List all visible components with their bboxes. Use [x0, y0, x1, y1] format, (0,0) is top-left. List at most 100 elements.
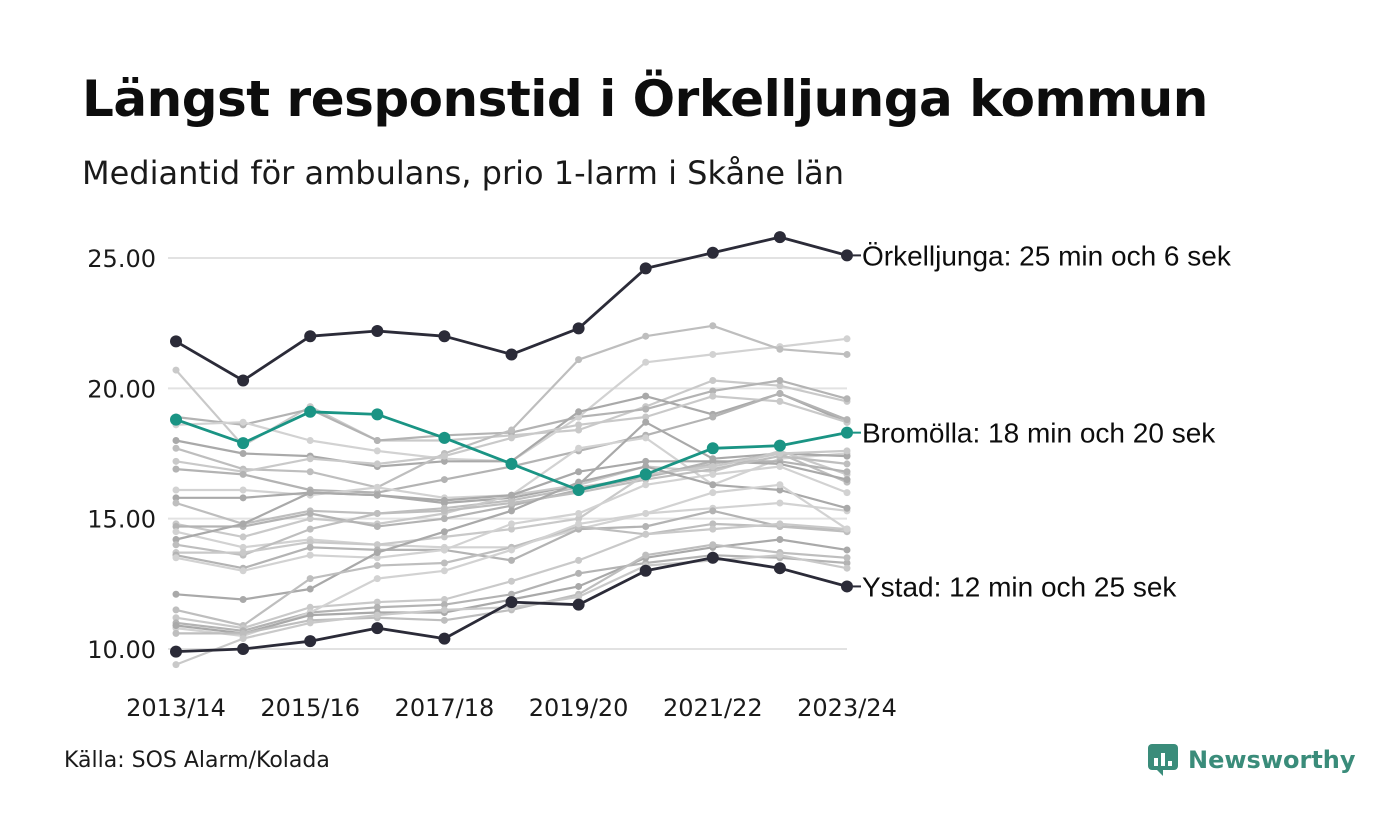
series-point	[642, 530, 650, 538]
series-point	[172, 465, 180, 473]
series-point	[575, 426, 583, 434]
series-point	[709, 525, 717, 533]
series-point	[239, 635, 247, 643]
series-point	[575, 520, 583, 528]
series-point	[642, 418, 650, 426]
series-point	[642, 405, 650, 413]
series-point	[575, 515, 583, 523]
series-point	[709, 392, 717, 400]
x-tick-label: 2015/16	[260, 694, 360, 722]
series-point	[508, 556, 515, 564]
series-point	[642, 522, 650, 530]
series-point	[776, 486, 784, 494]
series-point	[440, 606, 448, 614]
series-point	[575, 509, 583, 517]
x-axis-labels: 2013/14 2015/16 2017/18 2019/20 2021/22 2023/…	[126, 694, 897, 722]
series-point	[172, 366, 180, 374]
series-point	[440, 559, 448, 567]
series-point	[776, 345, 784, 353]
y-tick-label: 10.00	[87, 636, 156, 664]
series-point	[239, 549, 247, 557]
series-point	[373, 598, 381, 606]
series-point	[172, 536, 180, 544]
series-end-label: Örkelljunga: 25 min och 6 sek	[862, 240, 1232, 271]
series-point	[440, 452, 448, 460]
y-tick-label: 25.00	[87, 245, 156, 273]
series-point	[373, 436, 381, 444]
series-point	[172, 494, 180, 502]
highlight-point	[371, 622, 384, 635]
x-tick-label: 2021/22	[663, 694, 763, 722]
series-point	[172, 661, 180, 669]
series-point	[709, 322, 717, 330]
series-point	[306, 538, 314, 546]
series-point	[508, 426, 515, 434]
series-point	[575, 569, 583, 577]
series-point	[709, 463, 717, 471]
highlight-point	[237, 374, 250, 387]
series-point	[306, 525, 314, 533]
series-line	[175, 538, 848, 635]
series-point	[843, 447, 851, 455]
highlight-point	[706, 246, 719, 259]
series-end-label: Ystad: 12 min och 25 sek	[862, 571, 1177, 602]
series-point	[440, 457, 448, 465]
series-point	[642, 551, 650, 559]
series-point	[776, 499, 784, 507]
series-point	[306, 509, 314, 517]
series-point	[172, 486, 180, 494]
series-point	[843, 335, 851, 343]
series-point	[575, 468, 583, 476]
series-point	[239, 533, 247, 541]
highlight-point	[572, 483, 585, 496]
series-point	[440, 515, 448, 523]
series-point	[172, 444, 180, 452]
series-point	[776, 551, 784, 559]
series-point	[306, 585, 314, 593]
highlight-point	[438, 330, 451, 343]
x-tick-label: 2017/18	[395, 694, 495, 722]
series-point	[172, 606, 180, 614]
highlight-point	[304, 635, 317, 648]
series-point	[642, 463, 650, 471]
highlight-point	[505, 457, 518, 470]
series-point	[776, 390, 784, 398]
series-point	[709, 413, 717, 421]
series-point	[306, 611, 314, 619]
series-point	[843, 554, 851, 562]
series-point	[440, 546, 448, 554]
series-point	[440, 476, 448, 484]
y-tick-label: 20.00	[87, 375, 156, 403]
brand-logo[interactable]: Newsworthy	[1148, 744, 1356, 776]
series-point	[709, 489, 717, 497]
highlight-point	[237, 437, 250, 450]
series-point	[508, 499, 515, 507]
series-point	[239, 629, 247, 637]
series-point	[306, 551, 314, 559]
series-point	[172, 528, 180, 536]
series-point	[373, 554, 381, 562]
series-point	[776, 450, 784, 457]
series-point	[239, 470, 247, 478]
series-point	[508, 590, 515, 598]
series-point	[306, 543, 314, 551]
series-point	[843, 476, 851, 484]
series-point	[843, 504, 851, 512]
highlight-point	[773, 562, 786, 575]
series-point	[642, 481, 650, 489]
series-point	[239, 595, 247, 603]
series-point	[440, 601, 448, 609]
series-point	[776, 520, 784, 528]
highlight-point	[572, 322, 585, 335]
series-point	[709, 387, 717, 395]
highlight-point	[706, 442, 719, 455]
series-point	[373, 611, 381, 619]
series-point	[642, 392, 650, 400]
brand-name: Newsworthy	[1188, 746, 1356, 774]
series-point	[642, 509, 650, 517]
series-point	[440, 567, 448, 575]
highlight-point	[371, 408, 384, 421]
series-point	[709, 541, 717, 549]
series-point	[843, 559, 851, 567]
